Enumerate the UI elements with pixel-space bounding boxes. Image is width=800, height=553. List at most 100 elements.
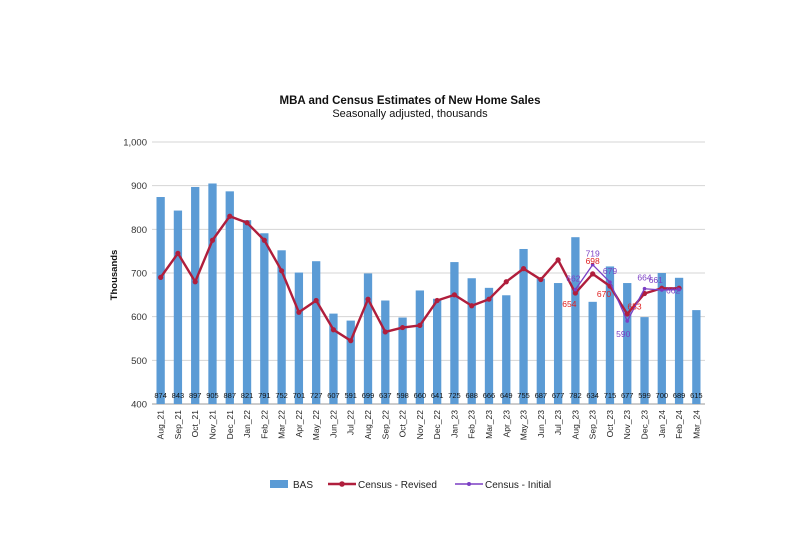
x-tick-label: Aug_21 [156, 410, 166, 440]
data-point [261, 237, 267, 243]
bar-value-label: 649 [500, 391, 513, 400]
x-tick-label: Sep_21 [173, 410, 183, 440]
bar [484, 287, 494, 404]
legend-marker-revised [339, 481, 345, 487]
x-tick-label: Mar_24 [691, 410, 701, 439]
data-point [538, 276, 544, 283]
x-tick-label: Oct_23 [605, 410, 615, 438]
bar [467, 278, 476, 404]
bar-value-label: 897 [189, 391, 202, 400]
bar-value-label: 887 [224, 391, 237, 400]
bar-value-label: 689 [673, 391, 686, 400]
initial-point-label: 590 [616, 329, 630, 339]
x-tick-label: Jan_22 [242, 410, 252, 438]
data-point [330, 327, 337, 333]
bar-value-label: 677 [621, 391, 634, 400]
y-tick-label: 600 [131, 312, 147, 323]
y-tick-label: 900 [131, 181, 147, 192]
bar-value-label: 874 [154, 391, 167, 400]
data-point [677, 287, 681, 292]
bar-value-label: 598 [396, 391, 409, 400]
revised-point-label: 670 [597, 289, 611, 299]
x-tick-label: Jan_23 [449, 410, 459, 438]
bar-value-label: 725 [448, 391, 461, 400]
gridlines [152, 141, 705, 405]
x-tick-label: Oct_21 [190, 410, 200, 438]
bar-value-label: 688 [465, 391, 478, 400]
x-tick-label: Feb_22 [259, 410, 269, 439]
data-point [608, 280, 612, 284]
bar [329, 313, 338, 404]
data-point [573, 287, 578, 292]
data-point [555, 257, 561, 263]
initial-point-label: 664 [637, 273, 651, 283]
data-point [365, 296, 371, 302]
x-tick-label: Nov_23 [622, 410, 632, 440]
bar-value-label: 615 [690, 391, 703, 400]
initial-point-label: 719 [586, 249, 600, 259]
bar-value-label: 791 [258, 391, 271, 400]
bar-series-bas [156, 183, 701, 404]
x-tick-label: Dec_21 [225, 410, 235, 440]
x-tick-label: Sep_23 [588, 410, 598, 440]
data-point [624, 311, 630, 317]
data-point [227, 213, 233, 219]
bar [657, 273, 666, 404]
bar-value-label: 905 [206, 391, 219, 400]
data-point [158, 274, 164, 280]
x-tick-label: May_22 [311, 410, 321, 441]
x-tick-label: Mar_22 [277, 410, 287, 439]
x-tick-label: Nov_21 [207, 410, 217, 440]
bar-value-label: 607 [327, 391, 340, 400]
line-series-census-initial [573, 262, 681, 323]
x-tick-label: Dec_22 [432, 410, 442, 440]
bar-value-label: 752 [275, 391, 288, 400]
y-tick-label: 1,000 [123, 138, 147, 149]
data-point [434, 297, 440, 304]
bar [191, 186, 200, 404]
bar-value-label: 843 [172, 391, 185, 400]
legend-label-bas: BAS [293, 480, 313, 491]
x-tick-label: Oct_22 [398, 410, 408, 438]
data-point [348, 338, 354, 344]
data-point [296, 309, 302, 315]
bar [294, 272, 304, 404]
bar [173, 210, 183, 404]
legend-marker-initial [467, 482, 471, 486]
data-point [642, 286, 647, 291]
chart-title: MBA and Census Estimates of New Home Sal… [280, 95, 541, 107]
data-point [279, 268, 285, 274]
x-tick-label: Feb_23 [467, 410, 477, 439]
x-tick-label: Apr_23 [501, 410, 511, 438]
bar [242, 220, 252, 404]
bar-value-label: 677 [552, 391, 565, 400]
data-point [399, 324, 406, 331]
bar [450, 262, 459, 404]
bar [312, 261, 321, 404]
y-axis-ticks: 400 500 600 700 800 900 1,000 [123, 138, 147, 411]
x-tick-label: Nov_22 [415, 410, 425, 440]
bar [640, 317, 649, 404]
x-tick-label: Feb_24 [674, 410, 684, 439]
bar-value-label: 715 [604, 391, 617, 400]
bar [432, 298, 442, 404]
data-point [486, 296, 492, 302]
x-tick-label: Jun_22 [328, 410, 338, 438]
bar-value-label: 641 [431, 391, 444, 400]
x-tick-label: Jan_24 [657, 410, 667, 438]
bar-value-label: 634 [586, 391, 599, 400]
data-point [572, 290, 578, 296]
bar [277, 250, 286, 404]
data-point [209, 237, 216, 243]
y-tick-label: 500 [131, 356, 147, 367]
legend-swatch-bas [270, 480, 288, 488]
bar-value-labels: 874 843 897 905 887 821 791 752 701 727 607 591 699 6… [154, 391, 702, 400]
x-tick-label: Jul_23 [553, 410, 563, 435]
y-tick-label: 700 [131, 269, 147, 280]
x-tick-label: Jul_22 [346, 410, 356, 435]
bar [156, 197, 165, 404]
data-point [590, 271, 596, 277]
initial-point-label: 662 [566, 274, 580, 284]
x-tick-label: Aug_23 [570, 410, 580, 440]
y-tick-label: 400 [131, 400, 147, 411]
